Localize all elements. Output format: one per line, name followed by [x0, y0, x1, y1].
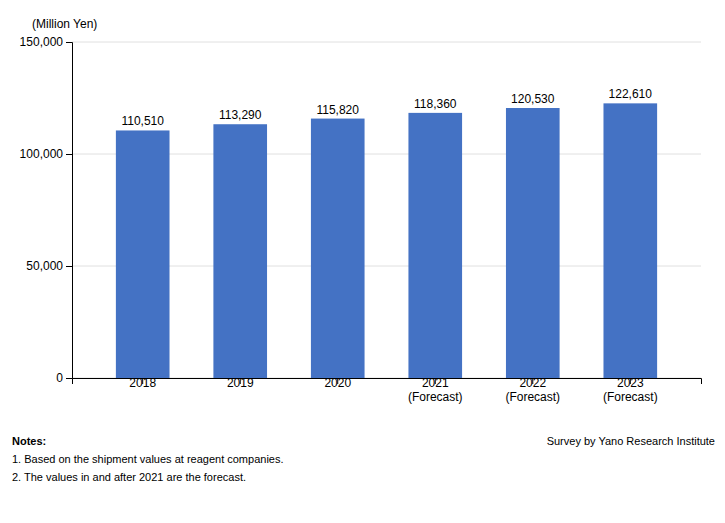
tick: 0 [56, 371, 72, 385]
axis-title: (Million Yen) [32, 17, 97, 31]
bar [506, 108, 560, 378]
bar [213, 124, 267, 378]
annotation: 2. The values in and after 2021 are the … [12, 471, 246, 483]
tick: 2020 [324, 376, 351, 390]
tick-label: 2020 [324, 376, 351, 390]
axis-domain [66, 43, 73, 379]
bar [603, 103, 657, 378]
data-label: 122,610 [609, 87, 653, 101]
tick-mark [66, 378, 72, 379]
annotation: Notes: [12, 435, 46, 447]
bar [408, 113, 462, 378]
tick-label: 2022(Forecast) [505, 376, 560, 404]
chart: 050,000100,000150,0002018201920202021(Fo… [0, 0, 725, 523]
annotation: Survey by Yano Research Institute [547, 435, 715, 447]
tick: 100,000 [20, 147, 72, 161]
grid-line [72, 42, 701, 43]
tick-label-line: 2023 [617, 376, 644, 390]
tick-mark [66, 266, 72, 267]
x-axis: 2018201920202021(Forecast)2022(Forecast)… [73, 376, 702, 404]
notes: Notes: 1. Based on the shipment values at… [12, 435, 715, 483]
tick: 2018 [129, 376, 156, 390]
tick-label: 2021(Forecast) [408, 376, 463, 404]
plot: 050,000100,000150,0002018201920202021(Fo… [20, 35, 702, 404]
tick: 150,000 [20, 35, 72, 49]
tick-mark [66, 42, 72, 43]
tick-label-line: 2021 [422, 376, 449, 390]
tick-label: 100,000 [20, 147, 64, 161]
tick-label-line: 2020 [324, 376, 351, 390]
data-labels: 110,510 113,290 115,820 118,360 120,530 122,6… [121, 87, 652, 128]
y-axis: 0 50,000 100,000 150,000 [20, 35, 73, 385]
tick-label-line: (Forecast) [408, 390, 463, 404]
data-label: 113,290 [219, 108, 262, 122]
tick-label: 2019 [227, 376, 254, 390]
tick-label-line: (Forecast) [603, 390, 658, 404]
tick: 2019 [227, 376, 254, 390]
bar [116, 130, 170, 378]
tick-label-line: 2018 [129, 376, 156, 390]
tick-label: 150,000 [20, 35, 64, 49]
tick: 2022(Forecast) [505, 376, 560, 404]
bar [311, 119, 365, 378]
data-label: 115,820 [316, 103, 359, 117]
tick-label: 2023(Forecast) [603, 376, 658, 404]
tick-label: 0 [56, 371, 63, 385]
tick-label-line: (Forecast) [505, 390, 560, 404]
tick-label-line: 2019 [227, 376, 254, 390]
data-label: 118,360 [414, 97, 457, 111]
tick: 50,000 [26, 259, 72, 273]
tick-label: 50,000 [26, 259, 63, 273]
data-label: 110,510 [121, 114, 164, 128]
annotation: 1. Based on the shipment values at reage… [12, 453, 284, 465]
bars [116, 103, 657, 378]
tick-label-line: 2022 [519, 376, 546, 390]
grid [72, 42, 701, 378]
axis-domain [73, 379, 702, 385]
tick: 2021(Forecast) [408, 376, 463, 404]
tick-label: 2018 [129, 376, 156, 390]
data-label: 120,530 [511, 92, 555, 106]
tick-mark [66, 154, 72, 155]
tick: 2023(Forecast) [603, 376, 658, 404]
